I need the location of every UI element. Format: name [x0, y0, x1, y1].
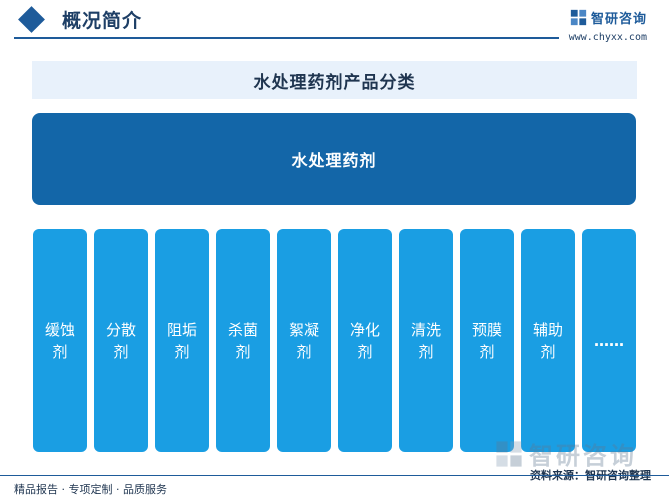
footer-watermark-logo: 智研咨询 [495, 436, 637, 471]
diagram-title: 水处理药剂产品分类 [253, 72, 416, 93]
category-node: 杀菌剂 [216, 229, 270, 452]
category-label: 缓蚀剂 [44, 320, 75, 361]
category-label: 杀菌剂 [227, 320, 258, 361]
category-label: 阻垢剂 [166, 320, 197, 361]
category-label-more: …… [594, 331, 624, 350]
category-node-more: …… [582, 229, 636, 452]
footer-slogan: 精品报告 · 专项定制 · 品质服务 [14, 483, 167, 496]
category-label: 分散剂 [105, 320, 136, 361]
category-node: 阻垢剂 [155, 229, 209, 452]
brand: 智研咨询 [570, 8, 647, 27]
header-divider [14, 37, 559, 39]
diagram-title-band: 水处理药剂产品分类 [32, 61, 637, 99]
brand-name: 智研咨询 [590, 12, 647, 27]
footer-logo-name: 智研咨询 [529, 442, 637, 470]
category-label: 净化剂 [349, 320, 380, 361]
category-node: 絮凝剂 [277, 229, 331, 452]
category-label: 絮凝剂 [288, 320, 319, 361]
category-node: 缓蚀剂 [33, 229, 87, 452]
root-node-label: 水处理药剂 [291, 151, 377, 170]
footer-divider [0, 475, 669, 476]
brand-url: www.chyxx.com [568, 32, 647, 43]
category-label: 辅助剂 [532, 320, 563, 361]
root-node: 水处理药剂 [32, 113, 636, 205]
category-node: 清洗剂 [399, 229, 453, 452]
category-node: 净化剂 [338, 229, 392, 452]
category-node: 分散剂 [94, 229, 148, 452]
brand-logo-icon [570, 9, 587, 26]
category-label: 清洗剂 [410, 320, 441, 361]
section-title: 概况简介 [62, 10, 143, 32]
category-label: 预膜剂 [471, 320, 502, 361]
header-diamond-icon [18, 6, 45, 33]
category-row: 缓蚀剂 分散剂 阻垢剂 杀菌剂 絮凝剂 净化剂 清洗剂 预膜剂 辅助剂 …… [33, 229, 636, 452]
category-node: 辅助剂 [521, 229, 575, 452]
footer-logo-icon [496, 440, 522, 467]
category-node: 预膜剂 [460, 229, 514, 452]
